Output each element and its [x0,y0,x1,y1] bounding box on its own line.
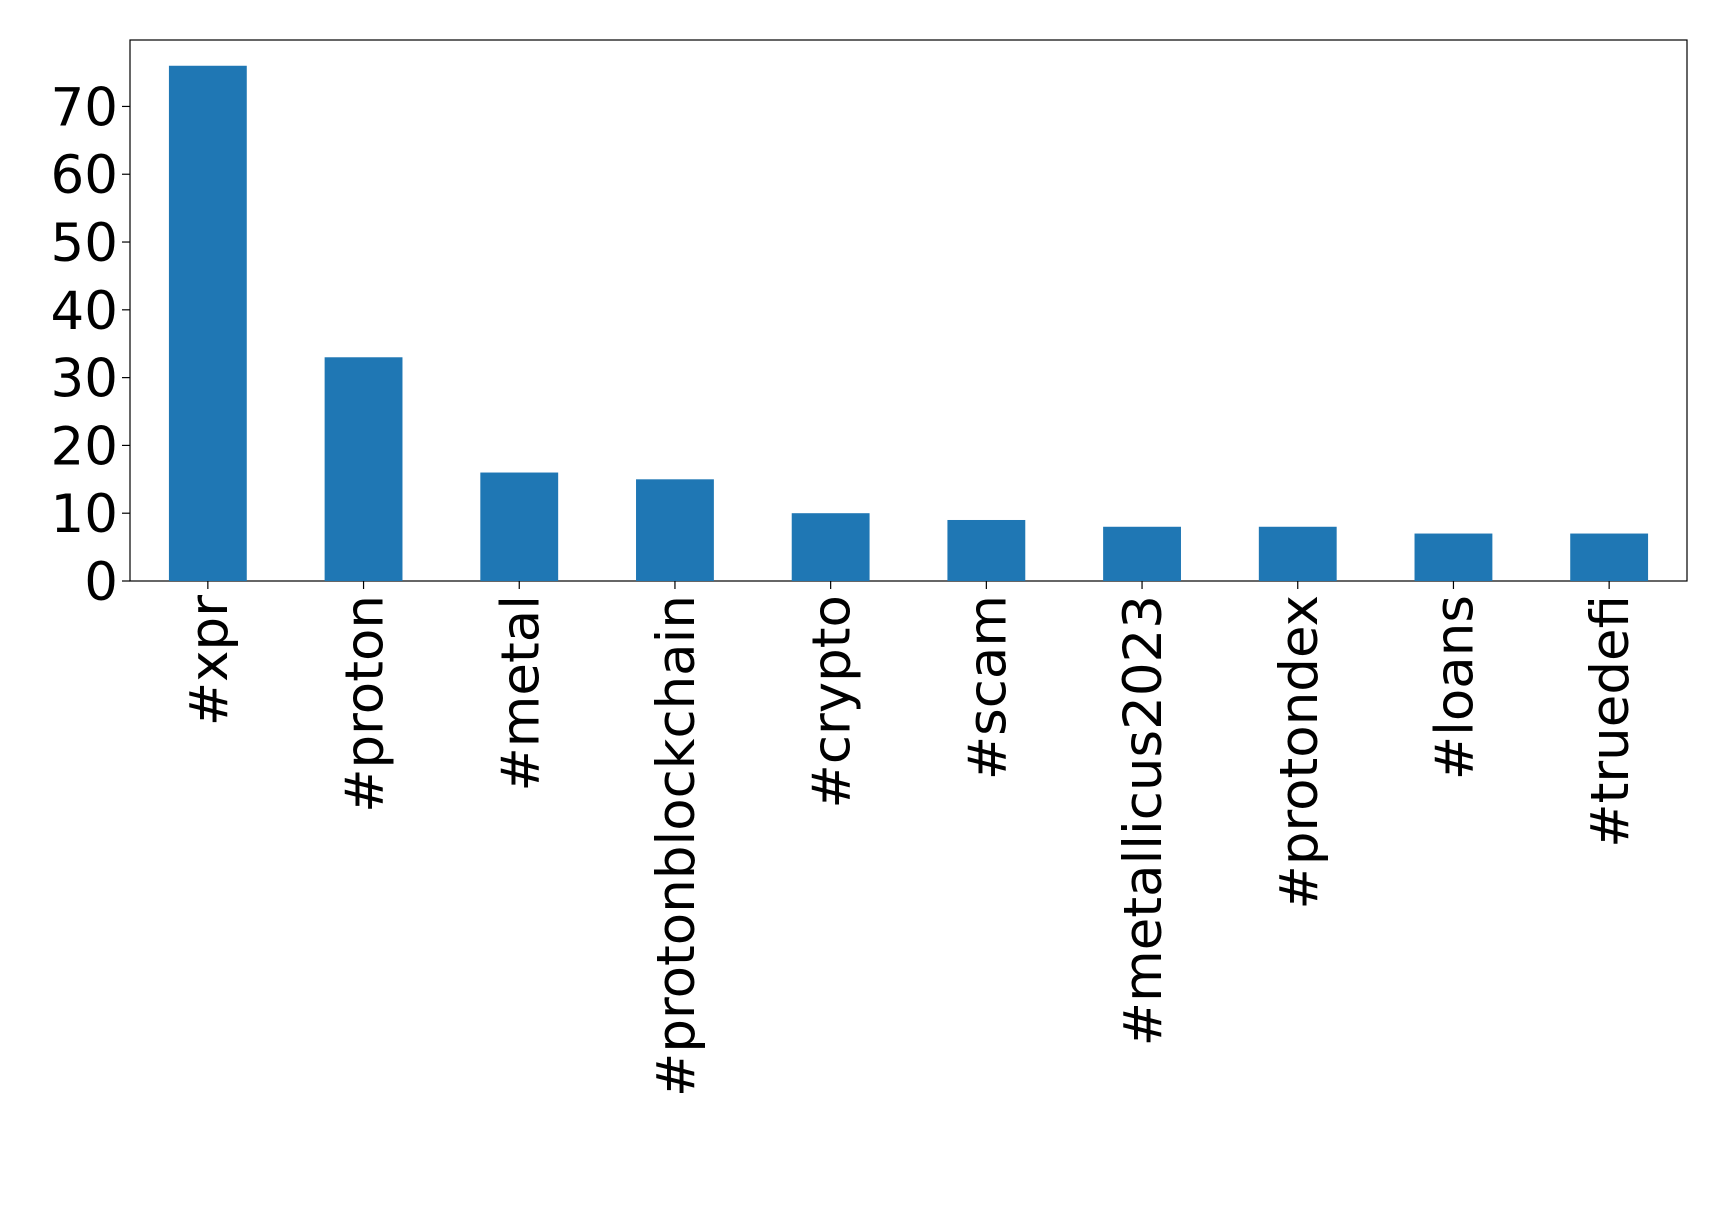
y-tick-label: 20 [51,416,118,477]
x-tick-label: #loans [1424,595,1485,780]
bar [1258,526,1337,581]
bar [1414,533,1493,581]
bar [636,479,714,581]
bar [791,513,870,581]
x-tick-label: #crypto [802,595,863,809]
y-tick-label: 40 [51,281,118,342]
y-tick-label: 60 [51,145,118,206]
x-tick-label: #xpr [179,595,240,726]
bar [947,519,1026,581]
x-tick-label: #truedefi [1580,595,1641,848]
y-tick-label: 50 [51,213,118,274]
bar [168,65,247,581]
y-tick-label: 10 [51,484,118,545]
x-tick-label: #metal [490,595,551,792]
x-tick-label: #scam [957,595,1018,780]
x-tick-label: #protonblockchain [646,595,707,1097]
x-tick-label: #metallicus2023 [1113,595,1174,1046]
bar [1103,526,1181,581]
y-tick-label: 30 [51,349,118,410]
x-tick-label: #proton [335,595,396,813]
bar [1570,533,1649,581]
x-tick-label: #protondex [1269,595,1330,910]
bar [480,472,559,581]
bar [324,357,403,581]
y-tick-label: 70 [51,77,118,138]
plot-frame [129,39,1688,582]
y-tick-label: 0 [84,552,118,613]
